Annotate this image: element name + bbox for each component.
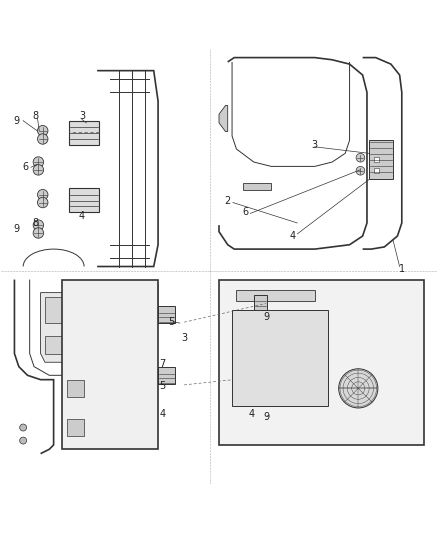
Text: 4: 4 <box>249 409 255 419</box>
Circle shape <box>38 189 48 200</box>
Text: 4: 4 <box>290 231 296 241</box>
Bar <box>254 295 267 319</box>
Circle shape <box>150 377 157 384</box>
Text: 9: 9 <box>14 224 20 233</box>
Circle shape <box>356 166 365 175</box>
Bar <box>374 168 379 173</box>
Polygon shape <box>41 293 88 362</box>
Circle shape <box>20 424 27 431</box>
Polygon shape <box>62 279 158 449</box>
Circle shape <box>20 437 27 444</box>
Bar <box>237 327 254 353</box>
Circle shape <box>38 125 48 136</box>
Bar <box>67 379 84 397</box>
Text: 6: 6 <box>242 207 248 217</box>
Circle shape <box>339 369 378 408</box>
Bar <box>232 310 328 406</box>
Text: 1: 1 <box>399 264 405 273</box>
Circle shape <box>33 157 44 167</box>
Text: 3: 3 <box>312 140 318 150</box>
Text: 9: 9 <box>264 312 270 321</box>
Text: 5: 5 <box>168 317 174 327</box>
Text: 2: 2 <box>225 196 231 206</box>
Text: 7: 7 <box>159 359 166 369</box>
Bar <box>374 157 379 162</box>
Bar <box>369 140 393 180</box>
Bar <box>158 305 176 323</box>
Circle shape <box>33 220 44 230</box>
Circle shape <box>38 134 48 144</box>
Circle shape <box>356 154 365 162</box>
Bar <box>237 290 315 301</box>
Bar <box>289 310 323 327</box>
Text: 4: 4 <box>79 212 85 221</box>
Bar <box>158 367 176 384</box>
Circle shape <box>33 228 44 238</box>
Bar <box>67 419 84 436</box>
Text: 4: 4 <box>159 409 166 418</box>
Circle shape <box>150 311 157 318</box>
Text: 9: 9 <box>264 411 270 422</box>
Text: 5: 5 <box>159 381 166 391</box>
Bar <box>45 297 84 323</box>
Bar <box>69 120 99 144</box>
Text: 8: 8 <box>32 111 39 122</box>
Text: 6: 6 <box>22 162 28 172</box>
Text: 8: 8 <box>32 218 39 228</box>
Circle shape <box>150 318 157 325</box>
Polygon shape <box>219 106 228 132</box>
Circle shape <box>150 371 157 378</box>
Circle shape <box>33 165 44 175</box>
Text: 9: 9 <box>14 116 20 126</box>
Circle shape <box>38 197 48 208</box>
Bar <box>45 336 67 353</box>
Polygon shape <box>219 279 424 445</box>
Bar <box>243 182 271 190</box>
Text: 3: 3 <box>79 111 85 122</box>
Bar <box>69 188 99 212</box>
Text: 3: 3 <box>181 333 187 343</box>
